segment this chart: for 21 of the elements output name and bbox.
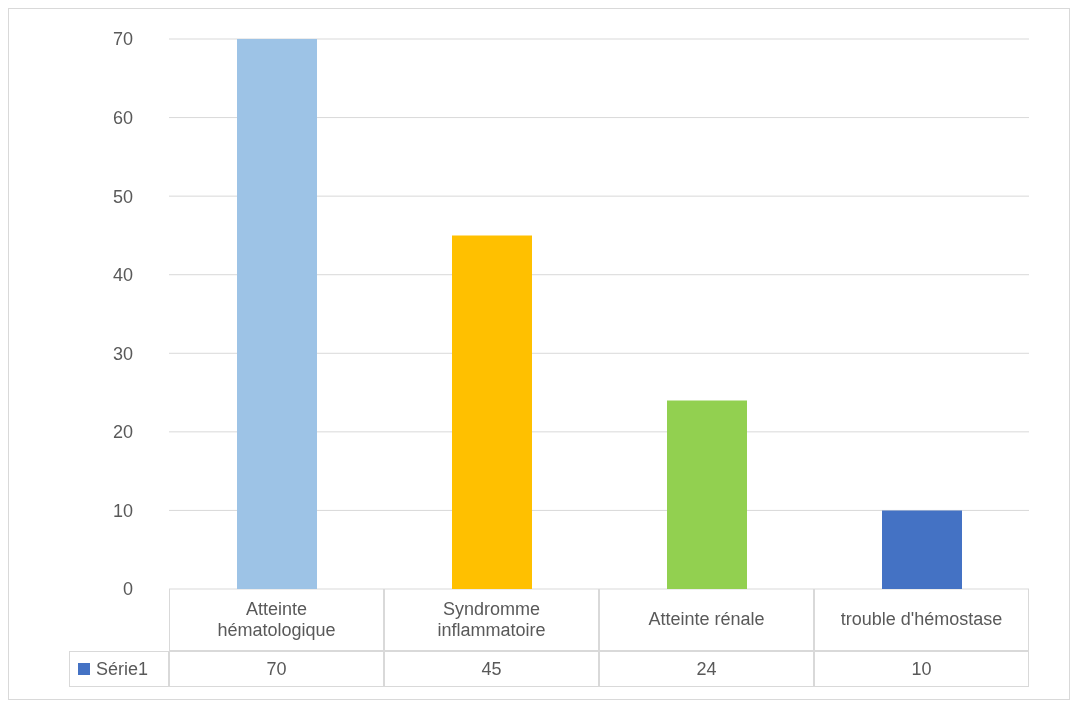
y-tick-label: 30 [112,343,133,364]
y-tick-label: 40 [112,265,133,286]
data-label: 10 [814,651,1029,687]
bar [882,510,962,589]
legend-label: Série1 [69,651,169,687]
x-tick-label: trouble d'hémostase [814,589,1029,651]
x-tick-label: Atteinte rénale [599,589,814,651]
y-tick-label: 50 [112,186,133,207]
y-tick-label: 10 [112,500,133,521]
data-label: 70 [169,651,384,687]
x-tick-label: Syndromme inflammatoire [384,589,599,651]
data-label: 45 [384,651,599,687]
bar [237,39,317,589]
y-tick-label: 20 [112,422,133,443]
bar [667,400,747,589]
x-tick-label: Atteinte hématologique [169,589,384,651]
y-tick-label: 70 [112,29,133,50]
y-tick-label: 60 [112,107,133,128]
bar [452,235,532,589]
y-tick-label: 0 [122,579,133,600]
data-label: 24 [599,651,814,687]
